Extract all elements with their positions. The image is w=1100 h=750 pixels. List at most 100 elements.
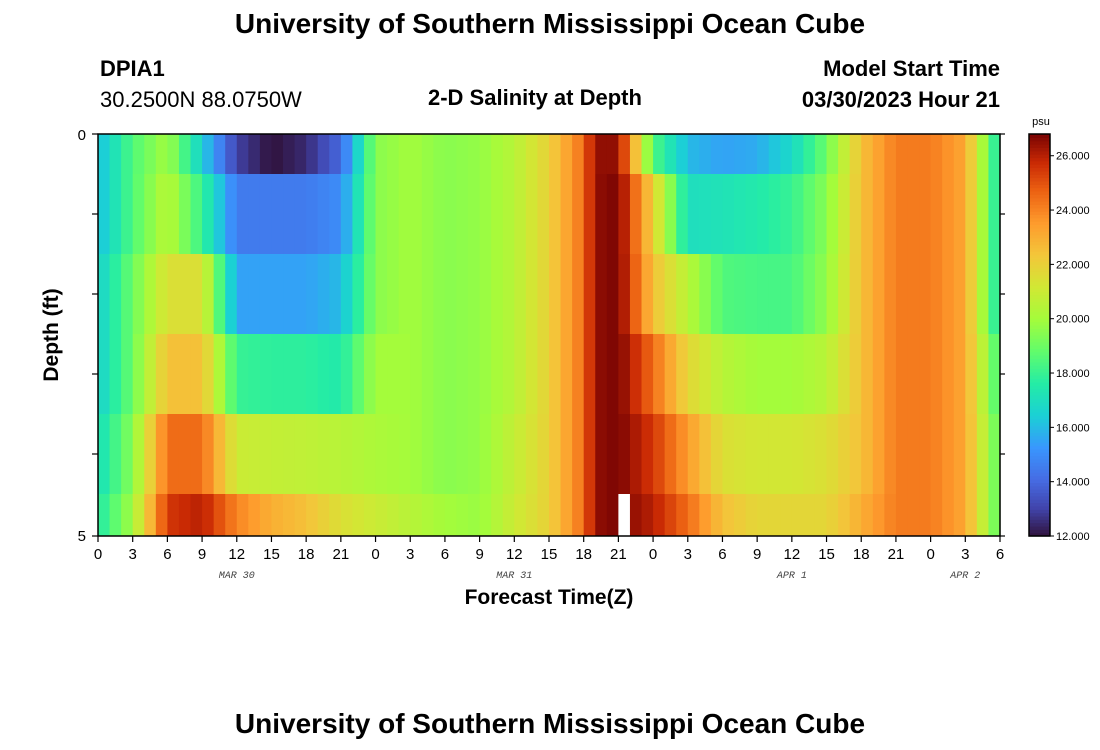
heatmap-cell xyxy=(410,494,423,536)
heatmap-cell xyxy=(965,494,978,536)
heatmap-cell xyxy=(363,134,377,174)
heatmap-cell xyxy=(826,494,839,536)
colorbar-segment xyxy=(1029,405,1050,410)
heatmap-cell xyxy=(803,494,816,536)
heatmap-cell xyxy=(664,254,677,334)
heatmap-cell xyxy=(491,414,504,494)
heatmap-cell xyxy=(629,254,643,334)
heatmap-cell xyxy=(907,334,920,414)
colorbar-segment xyxy=(1029,371,1050,376)
heatmap-cell xyxy=(387,254,400,334)
heatmap-cell xyxy=(190,334,203,414)
date-label: APR 2 xyxy=(949,571,980,582)
heatmap-cell xyxy=(294,334,307,414)
heatmap-cell xyxy=(722,254,735,334)
heatmap-cell xyxy=(549,254,562,334)
heatmap-cell xyxy=(606,134,619,174)
heatmap-cell xyxy=(988,414,1001,494)
colorbar-segment xyxy=(1029,328,1050,333)
heatmap-cell xyxy=(826,174,839,254)
colorbar-segment xyxy=(1029,204,1050,209)
heatmap-cell xyxy=(121,414,134,494)
heatmap-cell xyxy=(722,494,735,536)
heatmap-cell xyxy=(664,414,677,494)
heatmap-cell xyxy=(525,414,539,494)
x-tick-label: 21 xyxy=(333,546,350,563)
heatmap-cell xyxy=(814,334,828,414)
heatmap-cell xyxy=(826,334,839,414)
colorbar-segment xyxy=(1029,237,1050,242)
colorbar-unit: psu xyxy=(1032,116,1050,128)
heatmap-cell xyxy=(340,134,354,174)
heatmap-cell xyxy=(375,414,388,494)
colorbar-segment xyxy=(1029,137,1050,142)
heatmap-cell xyxy=(144,494,157,536)
heatmap-cell xyxy=(248,414,261,494)
colorbar-segment xyxy=(1029,271,1050,276)
heatmap-cell xyxy=(236,134,249,174)
colorbar-segment xyxy=(1029,509,1050,514)
heatmap-cell xyxy=(225,134,238,174)
heatmap-cell xyxy=(768,414,781,494)
heatmap-cell xyxy=(387,134,400,174)
heatmap-cell xyxy=(329,494,342,536)
heatmap-cell xyxy=(814,174,828,254)
heatmap-cell xyxy=(421,494,434,536)
heatmap-cell xyxy=(363,254,377,334)
colorbar-segment xyxy=(1029,194,1050,199)
heatmap-cell xyxy=(433,334,446,414)
heatmap-cell xyxy=(780,414,793,494)
colorbar-segment xyxy=(1029,251,1050,256)
heatmap-cell xyxy=(294,134,307,174)
heatmap-cell xyxy=(710,254,724,334)
colorbar-segment xyxy=(1029,160,1050,165)
heatmap-cell xyxy=(502,134,515,174)
heatmap-cell xyxy=(468,414,481,494)
heatmap-cell xyxy=(953,254,966,334)
heatmap-cell xyxy=(479,414,492,494)
colorbar-segment xyxy=(1029,217,1050,222)
heatmap-cell xyxy=(803,414,816,494)
heatmap-cell xyxy=(549,414,562,494)
heatmap-cell xyxy=(861,254,874,334)
colorbar-segment xyxy=(1029,247,1050,252)
heatmap-cell xyxy=(988,174,1001,254)
colorbar-segment xyxy=(1029,485,1050,490)
colorbar-segment xyxy=(1029,150,1050,155)
heatmap-cell xyxy=(895,254,909,334)
heatmap-cell xyxy=(687,414,700,494)
colorbar-segment xyxy=(1029,184,1050,189)
colorbar-segment xyxy=(1029,505,1050,510)
heatmap-cell xyxy=(178,174,192,254)
heatmap-cell xyxy=(433,254,446,334)
heatmap-cell xyxy=(410,174,423,254)
heatmap-cell xyxy=(329,414,342,494)
colorbar-segment xyxy=(1029,425,1050,430)
heatmap-cell xyxy=(294,174,307,254)
colorbar-segment xyxy=(1029,519,1050,524)
heatmap-cell xyxy=(456,334,469,414)
heatmap-cell xyxy=(306,174,319,254)
heatmap-cell xyxy=(283,174,296,254)
heatmap-cell xyxy=(849,334,862,414)
colorbar-segment xyxy=(1029,345,1050,349)
heatmap-cell xyxy=(572,254,585,334)
heatmap-cell xyxy=(236,494,249,536)
x-axis: 0 3 6 9 12 15 18 21 0 3 6 9 12 15 18 21 0 3 6 9 12 15 18 21 0 3 6 xyxy=(94,536,1004,563)
heatmap-cell xyxy=(525,254,539,334)
x-tick-label: 18 xyxy=(853,546,870,563)
heatmap-cell xyxy=(930,254,943,334)
colorbar-segment xyxy=(1029,174,1050,179)
heatmap-cell xyxy=(710,494,724,536)
heatmap-cell xyxy=(884,174,897,254)
colorbar-segment xyxy=(1029,368,1050,373)
heatmap-cell xyxy=(838,334,851,414)
heatmap-cell xyxy=(132,494,145,536)
heatmap-cell xyxy=(745,254,758,334)
colorbar-segment xyxy=(1029,398,1050,403)
salinity-heatmap: 05 0 3 6 9 12 15 18 21 0 3 6 9 12 15 18 21 0 3 6 9 12 15 18 21 0… xyxy=(40,116,1090,609)
colorbar-segment xyxy=(1029,331,1050,336)
heatmap-cell xyxy=(155,254,168,334)
heatmap-cell xyxy=(537,254,550,334)
heatmap-cell xyxy=(849,494,862,536)
